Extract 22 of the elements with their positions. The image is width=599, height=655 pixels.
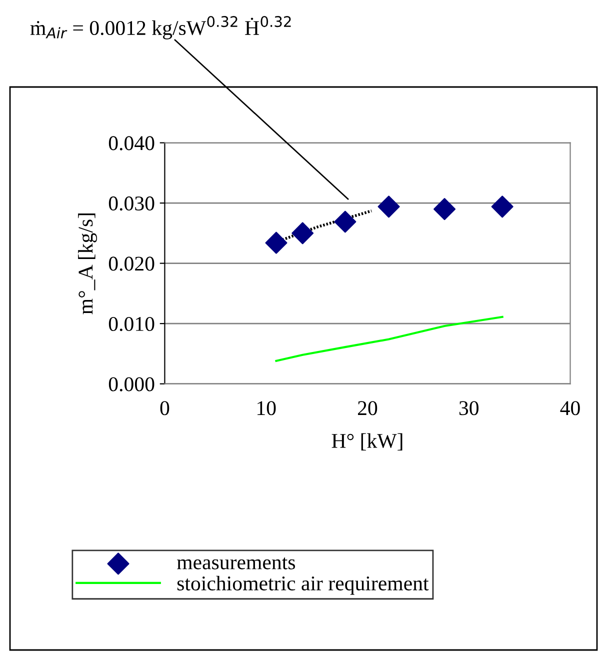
legend-label: measurements <box>177 557 295 570</box>
point <box>491 196 514 218</box>
point <box>434 198 456 220</box>
y-tick-label: 0.020 <box>108 256 154 271</box>
legend-label: stoichiometric air requirement <box>177 576 429 595</box>
point <box>292 222 314 244</box>
x-tick-label: 30 <box>459 401 478 416</box>
x-tick-label: 20 <box>358 401 378 416</box>
point <box>334 210 356 233</box>
x-tick-label: 10 <box>258 401 276 416</box>
point <box>378 196 400 218</box>
x-tick-label: 0 <box>160 401 170 416</box>
point <box>265 232 288 254</box>
y-tick-label: 0.040 <box>108 136 154 150</box>
line-series <box>275 316 504 362</box>
y-tick-label: 0.010 <box>108 316 154 332</box>
y-tick-label: 0.030 <box>108 196 154 211</box>
x-tick-label: 40 <box>560 401 580 416</box>
y-axis-title: m°_A [kg/s] <box>78 214 98 314</box>
y-tick-label: 0.000 <box>108 377 154 392</box>
x-axis-title: H° [kW] <box>332 433 402 451</box>
text: ṁ$_{Air}$ = 0.0012 kg/sW$^{0.32}$ Ḣ$^{0.32}$ <box>30 16 291 40</box>
